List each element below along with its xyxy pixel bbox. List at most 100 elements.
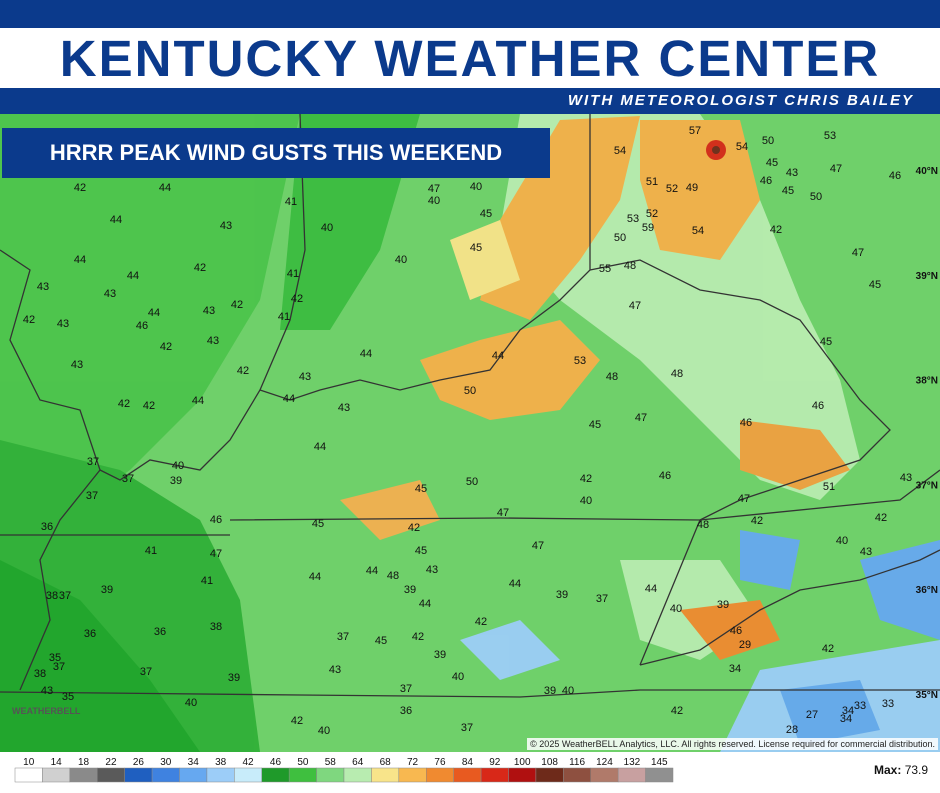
logo: WEATHERBELL [12,706,81,716]
gust-label: 57 [689,125,701,137]
gust-label: 37 [53,661,65,673]
legend-scale: 10 14 18 22 26 30 34 38 42 46 50 58 64 68 72 76 84 92 100 1… [14,757,674,783]
gust-label: 43 [203,305,215,317]
gust-label: 37 [400,683,412,695]
gust-label: 42 [237,365,249,377]
gust-label: 47 [428,183,440,195]
gust-label: 47 [532,540,544,552]
gust-label: 44 [314,441,326,453]
gust-label: 42 [770,224,782,236]
gust-label: 43 [786,167,798,179]
gust-label: 36 [154,626,166,638]
gust-label: 37 [59,590,71,602]
gust-label: 42 [74,182,86,194]
gust-label: 48 [671,368,683,380]
gust-label: 44 [283,393,295,405]
gust-label: 50 [762,135,774,147]
gust-label: 33 [854,700,866,712]
legend-swatch [316,767,345,783]
gust-label: 47 [629,300,641,312]
legend-swatch [398,767,427,783]
latitude-label: 39°N [916,271,938,282]
header: KENTUCKY WEATHER CENTER [0,28,940,88]
legend-tick-label: 76 [434,757,446,768]
gust-label: 46 [659,470,671,482]
legend-swatch [453,767,482,783]
gust-label: 40 [185,697,197,709]
gust-label: 28 [786,724,798,736]
gust-label: 35 [62,691,74,703]
gust-label: 49 [686,182,698,194]
gust-label: 50 [464,385,476,397]
legend-swatch [179,767,208,783]
gust-label: 53 [627,213,639,225]
gust-label: 46 [889,170,901,182]
gust-label: 52 [666,183,678,195]
gust-label: 41 [287,268,299,280]
latitude-label: 38°N [916,376,938,387]
gust-label: 44 [148,307,160,319]
gust-label: 53 [574,355,586,367]
gust-label: 44 [419,598,431,610]
gust-label: 41 [285,196,297,208]
gust-label: 45 [869,279,881,291]
gust-label: 46 [730,625,742,637]
gust-label: 43 [37,281,49,293]
legend-swatch [151,767,180,783]
gust-label: 42 [671,705,683,717]
gust-label: 40 [428,195,440,207]
header-subtitle: WITH METEOROLOGIST CHRIS BAILEY [567,92,914,109]
gust-label: 37 [140,666,152,678]
gust-label: 53 [824,130,836,142]
gust-label: 38 [46,590,58,602]
max-label: Max: [874,763,902,777]
gust-label: 40 [836,535,848,547]
latitude-label: 35°N [916,690,938,701]
gust-label: 43 [41,685,53,697]
legend-swatch [288,767,317,783]
gust-label: 54 [614,145,626,157]
legend-tick-label: 68 [380,757,392,768]
gust-label: 27 [806,709,818,721]
gust-label: 43 [299,371,311,383]
gust-label: 40 [580,495,592,507]
gust-label: 51 [823,481,835,493]
gust-label: 36 [84,628,96,640]
gust-label: 42 [822,643,834,655]
legend-swatch [69,767,98,783]
gust-label: 42 [194,262,206,274]
gust-label: 37 [461,722,473,734]
gust-label: 40 [318,725,330,737]
gust-label: 45 [312,518,324,530]
gust-label: 44 [127,270,139,282]
header-bar [0,0,940,28]
gust-label: 44 [492,350,504,362]
latitude-label: 36°N [916,585,938,596]
gust-label: 43 [900,472,912,484]
gust-label: 50 [614,232,626,244]
legend-tick-label: 26 [133,757,145,768]
gust-label: 45 [470,242,482,254]
gust-label: 45 [415,545,427,557]
gust-label: 44 [509,578,521,590]
gust-label: 45 [589,419,601,431]
gust-label: 37 [87,456,99,468]
legend-swatch [124,767,153,783]
gust-label: 43 [207,335,219,347]
gust-label: 40 [470,181,482,193]
legend-tick-label: 92 [489,757,501,768]
gust-label: 40 [172,460,184,472]
gust-label: 37 [596,593,608,605]
gust-label: 45 [782,185,794,197]
subheader: WITH METEOROLOGIST CHRIS BAILEY [0,88,940,114]
legend-swatch [371,767,400,783]
gust-label: 42 [231,299,243,311]
gust-label: 45 [375,635,387,647]
gust-label: 41 [201,575,213,587]
legend-tick-label: 34 [188,757,200,768]
gust-label: 48 [624,260,636,272]
latitude-label: 40°N [916,166,938,177]
gust-label: 43 [329,664,341,676]
legend-swatch [590,767,619,783]
